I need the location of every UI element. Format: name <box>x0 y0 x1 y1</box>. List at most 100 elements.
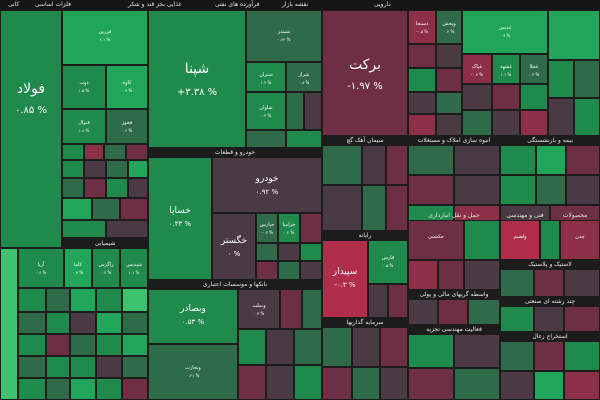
stock-tile[interactable] <box>386 185 408 231</box>
stock-tile[interactable] <box>564 371 600 400</box>
stock-tile[interactable]: خپارس -۰.۳ % <box>256 213 278 243</box>
stock-tile[interactable] <box>266 329 294 365</box>
stock-tile[interactable] <box>18 288 46 312</box>
stock-tile[interactable]: وتجارت ۰.۴۱ % <box>148 344 238 400</box>
stock-tile[interactable] <box>534 269 564 297</box>
stock-tile[interactable] <box>408 260 438 290</box>
stock-tile[interactable] <box>362 185 386 231</box>
stock-tile[interactable] <box>454 368 500 400</box>
stock-tile[interactable] <box>256 261 278 280</box>
stock-tile[interactable]: خگستر ۰ % <box>212 213 256 280</box>
stock-tile[interactable] <box>266 365 294 400</box>
stock-tile[interactable] <box>520 110 548 136</box>
stock-tile[interactable] <box>322 327 352 367</box>
stock-tile[interactable] <box>62 220 106 238</box>
stock-tile[interactable] <box>96 334 122 356</box>
stock-tile[interactable] <box>388 284 408 318</box>
stock-tile[interactable] <box>46 312 70 334</box>
stock-tile[interactable] <box>454 334 500 368</box>
stock-tile[interactable] <box>464 220 500 260</box>
stock-tile[interactable]: خزامیا ۰.۲ % <box>278 213 300 243</box>
stock-tile[interactable] <box>362 145 386 185</box>
stock-tile[interactable] <box>106 160 128 178</box>
stock-tile[interactable] <box>564 341 600 371</box>
stock-tile[interactable] <box>408 299 438 325</box>
stock-tile[interactable] <box>302 289 322 329</box>
stock-tile[interactable] <box>96 356 122 378</box>
stock-tile[interactable] <box>126 144 148 160</box>
stock-tile[interactable]: ولصنم <box>500 220 540 260</box>
stock-tile[interactable]: کاما ۰.۴ % <box>64 248 92 288</box>
stock-tile[interactable] <box>238 329 266 365</box>
stock-tile[interactable] <box>322 145 362 185</box>
stock-tile[interactable] <box>46 378 70 400</box>
stock-tile[interactable] <box>18 334 46 356</box>
stock-tile[interactable]: حکشتی <box>408 220 464 260</box>
stock-tile[interactable] <box>294 329 322 365</box>
stock-tile[interactable]: وبملت ۰.۳ % <box>238 289 280 329</box>
stock-tile[interactable]: فولاد ۰.۸۵ % <box>0 10 62 248</box>
stock-tile[interactable] <box>278 243 300 261</box>
stock-tile[interactable]: کاوه ۰.۹ % <box>106 65 148 109</box>
stock-tile[interactable]: چدن <box>560 220 600 260</box>
stock-tile[interactable] <box>128 160 148 178</box>
stock-tile[interactable] <box>462 84 492 110</box>
stock-tile[interactable] <box>120 198 148 220</box>
stock-tile[interactable]: فارس ۰.۵ % <box>368 240 408 284</box>
stock-tile[interactable] <box>122 378 148 400</box>
stock-tile[interactable]: غدیس ۰.۹ % <box>462 10 548 54</box>
stock-tile[interactable] <box>62 144 84 160</box>
stock-tile[interactable] <box>520 84 548 110</box>
stock-tile[interactable] <box>548 10 600 60</box>
stock-tile[interactable]: غشهد ۱.۱ % <box>492 54 520 84</box>
stock-tile[interactable] <box>408 68 436 92</box>
stock-tile[interactable] <box>62 198 92 220</box>
stock-tile[interactable] <box>246 130 286 148</box>
stock-tile[interactable] <box>62 160 84 178</box>
stock-tile[interactable] <box>62 178 84 198</box>
stock-tile[interactable] <box>536 175 566 205</box>
stock-tile[interactable] <box>566 145 600 175</box>
stock-tile[interactable] <box>106 220 148 238</box>
stock-tile[interactable] <box>70 334 96 356</box>
stock-tile[interactable]: دسبحا -۰.۵ % <box>408 10 436 44</box>
stock-tile[interactable]: شتران ۱.۲ % <box>246 62 286 92</box>
stock-tile[interactable] <box>70 378 96 400</box>
stock-tile[interactable] <box>500 371 534 400</box>
stock-tile[interactable] <box>534 371 564 400</box>
stock-tile[interactable] <box>18 378 46 400</box>
stock-tile[interactable] <box>408 175 454 205</box>
stock-tile[interactable] <box>500 175 536 205</box>
stock-tile[interactable] <box>566 175 600 205</box>
stock-tile[interactable] <box>84 144 104 160</box>
stock-tile[interactable] <box>294 365 322 400</box>
stock-tile[interactable] <box>96 312 122 334</box>
stock-tile[interactable] <box>438 260 464 290</box>
stock-tile[interactable] <box>46 356 70 378</box>
stock-tile[interactable] <box>500 145 536 175</box>
stock-tile[interactable]: شپدیس ۱.۱ % <box>120 248 148 288</box>
stock-tile[interactable] <box>0 248 18 400</box>
stock-tile[interactable] <box>256 243 278 261</box>
stock-tile[interactable]: سپیدار -۰.۳ % <box>322 240 368 318</box>
stock-tile[interactable] <box>548 98 574 136</box>
stock-tile[interactable] <box>408 334 454 368</box>
stock-tile[interactable] <box>96 288 122 312</box>
stock-tile[interactable] <box>436 114 462 136</box>
stock-tile[interactable]: خساپا ۰.۴۳ % <box>148 157 212 280</box>
stock-tile[interactable] <box>574 98 600 136</box>
stock-tile[interactable]: وبصادر ۰.۵۳ % <box>148 289 238 344</box>
stock-tile[interactable] <box>380 367 408 400</box>
stock-tile[interactable] <box>70 312 96 334</box>
stock-tile[interactable] <box>564 269 600 297</box>
stock-tile[interactable] <box>462 110 492 136</box>
stock-tile[interactable] <box>454 145 500 175</box>
stock-tile[interactable]: خودرو ۰.۹۲ % <box>212 157 322 213</box>
stock-tile[interactable] <box>386 145 408 185</box>
stock-tile[interactable] <box>300 213 322 243</box>
stock-tile[interactable]: برکت -۱.۹۷ % <box>322 10 408 136</box>
stock-tile[interactable] <box>464 260 500 290</box>
stock-tile[interactable] <box>278 261 300 280</box>
stock-tile[interactable]: زاگرس ۰.۲ % <box>92 248 120 288</box>
stock-tile[interactable]: آریا ۰.۶ % <box>18 248 64 288</box>
